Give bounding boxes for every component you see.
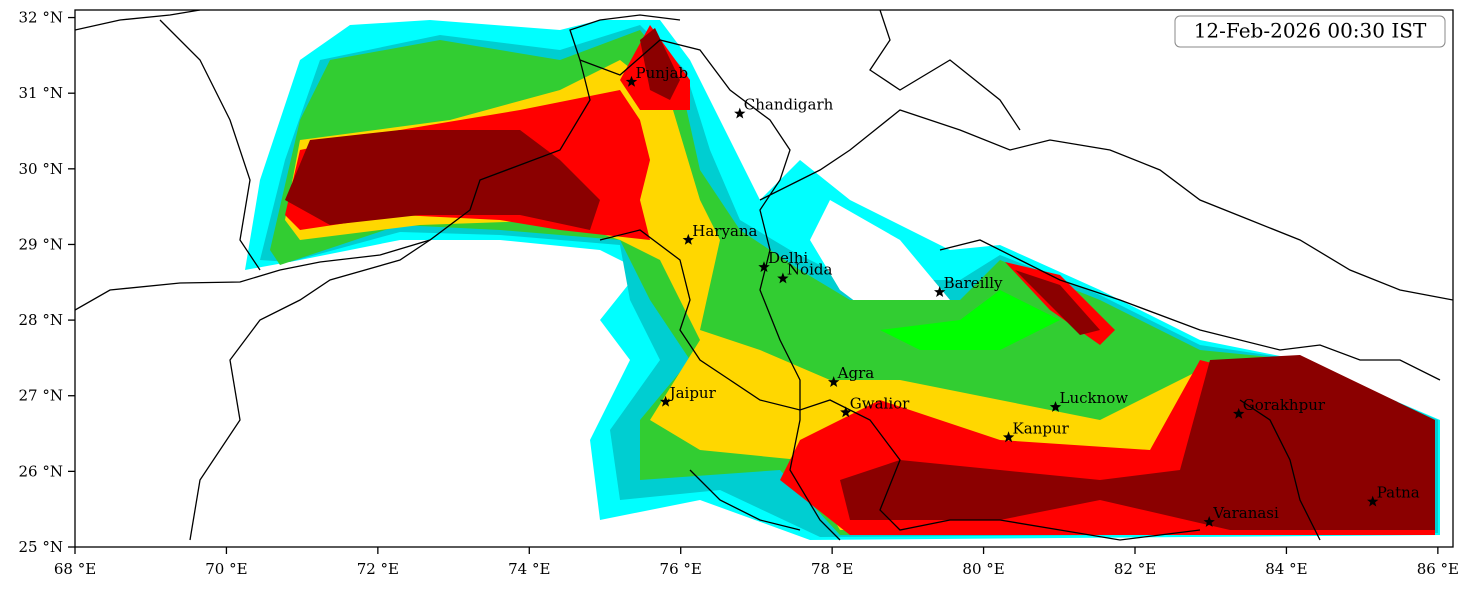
city-label: Delhi xyxy=(768,249,808,267)
fog-field xyxy=(75,10,1453,541)
timestamp-box xyxy=(1174,15,1446,48)
x-tick-label: 74 °E xyxy=(508,560,550,578)
city-marker xyxy=(828,376,840,387)
city-marker xyxy=(777,272,789,284)
x-tick-label: 84 °E xyxy=(1265,560,1307,578)
city-marker xyxy=(1049,401,1062,412)
x-tick-label: 76 °E xyxy=(660,560,702,578)
city-marker xyxy=(934,286,946,297)
x-tick-label: 80 °E xyxy=(962,560,1004,578)
timestamp: 12-Feb-2026 00:30 IST xyxy=(1194,19,1427,43)
city-marker xyxy=(682,233,694,245)
x-tick-label: 86 °E xyxy=(1417,560,1459,578)
y-tick-label: 25 °N xyxy=(19,538,63,556)
city-marker xyxy=(1203,516,1215,527)
city-marker xyxy=(1233,407,1245,419)
city-marker xyxy=(734,107,746,119)
boundaries xyxy=(75,10,1453,541)
x-tick-label: 68 °E xyxy=(54,560,96,578)
city-label: Gwalior xyxy=(850,394,910,412)
city-label: Patna xyxy=(1377,484,1420,502)
y-tick-label: 26 °N xyxy=(19,462,63,480)
x-tick-label: 72 °E xyxy=(357,560,399,578)
city-label: Varanasi xyxy=(1212,504,1279,522)
city-label: Jaipur xyxy=(668,384,717,402)
y-tick-label: 27 °N xyxy=(19,387,63,405)
y-tick-label: 30 °N xyxy=(19,160,63,178)
city-label: Punjab xyxy=(636,64,689,82)
city-label: Chandigarh xyxy=(744,96,834,114)
y-tick-label: 29 °N xyxy=(19,235,63,253)
y-tick-label: 31 °N xyxy=(19,84,63,102)
plot-frame xyxy=(74,9,1454,548)
city-marker xyxy=(625,75,638,87)
city-label: Lucknow xyxy=(1060,389,1129,407)
x-tick-label: 70 °E xyxy=(205,560,247,578)
x-tick-label: 82 °E xyxy=(1114,560,1156,578)
city-label: Kanpur xyxy=(1013,419,1070,437)
city-label: Haryana xyxy=(692,222,757,240)
city-label: Agra xyxy=(837,364,875,382)
y-tick-label: 28 °N xyxy=(19,311,63,329)
city-label: Noida xyxy=(787,261,833,279)
city-marker xyxy=(758,261,770,272)
city-marker xyxy=(659,395,672,407)
y-tick-label: 32 °N xyxy=(19,9,63,27)
city-marker xyxy=(840,406,852,418)
city-label: Bareilly xyxy=(944,274,1003,292)
city-label: Gorakhpur xyxy=(1243,396,1326,414)
city-marker xyxy=(1367,495,1379,507)
city-marker xyxy=(1002,431,1015,443)
x-tick-label: 78 °E xyxy=(811,560,853,578)
